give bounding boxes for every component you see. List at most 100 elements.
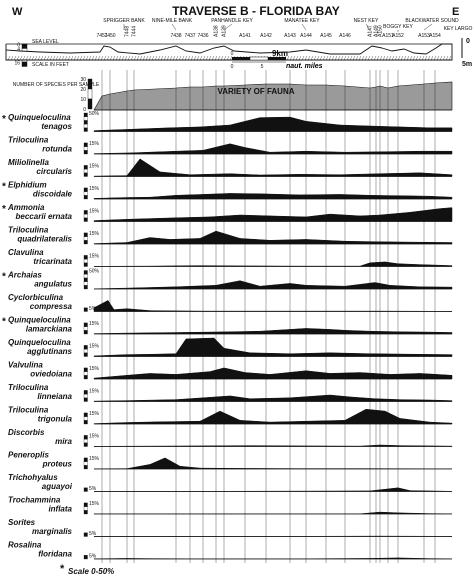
place-label: PANHANDLE KEY	[211, 18, 253, 24]
place-label: MANATEE KEY	[284, 18, 320, 24]
scale-block	[83, 510, 88, 515]
feet-tick-label: 0	[17, 43, 20, 49]
scale-label: 5%	[89, 306, 97, 312]
scale-block	[83, 393, 88, 398]
abundance-area	[93, 367, 453, 380]
species-count-block	[87, 88, 93, 100]
abundance-area	[93, 143, 453, 155]
scale-block	[83, 270, 88, 275]
scale-label: 15%	[89, 186, 100, 192]
scale-block	[83, 307, 88, 312]
species-genus-label: Quinqueloculina	[8, 113, 71, 122]
nautical-tick-label: 0	[231, 64, 234, 70]
species-epithet-label: beccarii ernata	[16, 212, 73, 221]
scale-label: 15%	[89, 366, 100, 372]
scale-block	[83, 236, 88, 241]
station-label: 7437	[184, 33, 195, 39]
species-epithet-label: rotunda	[42, 145, 72, 154]
station-label: A141	[239, 33, 251, 39]
species-epithet-label: quadrilateralis	[17, 235, 72, 244]
scale-block	[83, 367, 88, 372]
species-epithet-label: floridana	[38, 550, 72, 559]
distance-bar-dark	[268, 57, 286, 60]
scale-block	[83, 165, 88, 170]
abundance-area	[93, 230, 453, 245]
species-epithet-label: mira	[55, 437, 72, 446]
scale-block	[83, 281, 88, 286]
scale-block	[83, 326, 88, 331]
feet-tick-label: 4	[17, 47, 20, 53]
species-count-scale: 30 20 10 0	[80, 77, 93, 113]
scale-block	[83, 457, 88, 462]
scale-label: 5%	[89, 531, 97, 537]
abundance-area	[93, 457, 453, 470]
diagram-title: TRAVERSE B - FLORIDA BAY	[172, 4, 340, 18]
scale-block	[83, 435, 88, 440]
species-count-tick: 10	[80, 97, 86, 103]
feet-scale-block	[21, 61, 28, 67]
species-genus-label: Triloculina	[8, 226, 49, 235]
place-label: NINE-MILE BANK	[152, 18, 193, 24]
scale-block	[83, 330, 88, 335]
scale-block	[83, 150, 88, 155]
station-label: 7436	[197, 33, 208, 39]
scale-block	[83, 461, 88, 466]
species-epithet-label: marginalis	[32, 527, 73, 536]
west-label: W	[12, 6, 23, 18]
scale-block	[83, 120, 88, 125]
scale-block	[83, 345, 88, 350]
station-label: A139	[222, 25, 228, 37]
vertical-scale-top: 0	[466, 38, 470, 45]
scale-block	[83, 438, 88, 443]
scale-block	[83, 217, 88, 222]
scale-in-feet-label: SCALE IN FEET	[32, 62, 69, 68]
star-marker: *	[2, 204, 6, 215]
species-genus-label: Quinqueloculina	[8, 338, 71, 347]
feet-tick-label: 16	[14, 61, 20, 67]
species-genus-label: Quinqueloculina	[8, 316, 71, 325]
place-label: BLACKWATER SOUND	[405, 18, 459, 24]
species-epithet-label: compressa	[30, 302, 73, 311]
scale-block	[83, 213, 88, 218]
station-label: A154	[429, 33, 441, 39]
distance-unit-label: naut. miles	[286, 63, 323, 70]
scale-label: 15%	[89, 321, 100, 327]
distance-start-label: 0	[231, 51, 234, 57]
station-label: 7438	[170, 33, 181, 39]
species-genus-label: Archaias	[7, 271, 42, 280]
scale-block	[83, 371, 88, 376]
scale-block	[83, 240, 88, 245]
scale-block	[83, 127, 88, 132]
scale-block	[83, 502, 88, 507]
scale-block	[83, 274, 88, 279]
scale-block	[83, 112, 88, 117]
scale-block	[83, 116, 88, 121]
station-label: 7450	[104, 33, 115, 39]
abundance-area	[93, 116, 453, 132]
vertical-scale-bottom: 5m	[462, 61, 472, 68]
abundance-area	[93, 280, 453, 290]
star-marker: *	[2, 272, 6, 283]
species-epithet-label: agglutinans	[27, 347, 72, 356]
scale-block	[83, 390, 88, 395]
scale-block	[83, 255, 88, 260]
species-genus-label: Miliolinella	[8, 158, 49, 167]
scale-block	[83, 532, 88, 537]
scale-block	[83, 262, 88, 267]
species-epithet-label: linneiana	[37, 392, 72, 401]
scale-block	[83, 487, 88, 492]
scale-block	[83, 352, 88, 357]
species-epithet-label: circularis	[36, 167, 72, 176]
abundance-area	[93, 444, 453, 447]
station-label: A138	[214, 25, 220, 37]
